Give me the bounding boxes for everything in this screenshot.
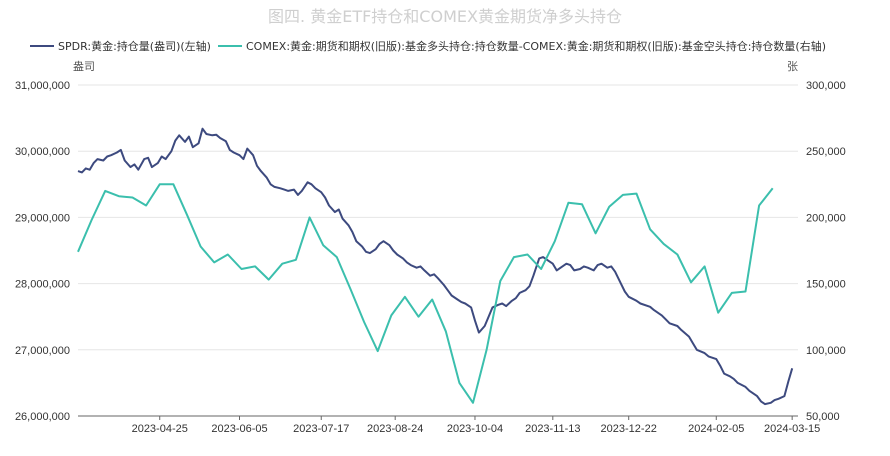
x-tick-label: 2023-11-13 bbox=[525, 423, 580, 435]
right-tick-label: 50,000 bbox=[806, 411, 840, 423]
right-tick-label: 200,000 bbox=[806, 212, 846, 224]
x-tick-label: 2023-06-05 bbox=[211, 423, 267, 435]
right-tick-label: 150,000 bbox=[806, 279, 846, 291]
x-tick-label: 2023-04-25 bbox=[132, 423, 188, 435]
x-tick-label: 2023-12-22 bbox=[601, 423, 657, 435]
x-tick-label: 2023-08-24 bbox=[367, 423, 423, 435]
x-tick-label: 2023-07-17 bbox=[293, 423, 349, 435]
legend: SPDR:黄金:持仓量(盎司)(左轴) COMEX:黄金:期货和期权(旧版):基… bbox=[30, 39, 826, 53]
left-axis-unit: 盎司 bbox=[73, 59, 95, 73]
left-tick-label: 29,000,000 bbox=[15, 212, 70, 224]
left-tick-label: 31,000,000 bbox=[15, 80, 70, 92]
left-tick-label: 28,000,000 bbox=[15, 279, 70, 291]
x-tick-label: 2024-03-15 bbox=[764, 423, 820, 435]
legend-label-spdr: SPDR:黄金:持仓量(盎司)(左轴) bbox=[58, 39, 211, 53]
right-tick-label: 100,000 bbox=[806, 345, 846, 357]
x-tick-label: 2024-02-05 bbox=[688, 423, 744, 435]
series-layer bbox=[77, 127, 794, 406]
chart-title: 图四. 黄金ETF持仓和COMEX黄金期货净多头持仓 bbox=[268, 7, 622, 26]
legend-label-comex: COMEX:黄金:期货和期权(旧版):基金多头持仓:持仓数量-COMEX:黄金:… bbox=[246, 39, 826, 53]
right-tick-label: 300,000 bbox=[806, 80, 846, 92]
gridlines bbox=[78, 84, 798, 351]
series-line-spdr bbox=[77, 127, 794, 406]
left-tick-label: 26,000,000 bbox=[15, 411, 70, 423]
x-axis-ticks: 2023-04-25 2023-06-05 2023-07-17 2023-08-24… bbox=[132, 416, 820, 435]
x-tick-label: 2023-10-04 bbox=[447, 423, 503, 435]
right-tick-label: 250,000 bbox=[806, 146, 846, 158]
left-tick-label: 30,000,000 bbox=[15, 146, 70, 158]
left-tick-label: 27,000,000 bbox=[15, 345, 70, 357]
right-axis-unit: 张 bbox=[787, 60, 798, 73]
right-axis-ticks: 50,000 100,000 150,000 200,000 250,000 300,00… bbox=[806, 80, 846, 423]
left-axis-ticks: 26,000,000 27,000,000 28,000,000 29,000,000… bbox=[15, 80, 70, 423]
series-line-comex bbox=[77, 183, 774, 404]
